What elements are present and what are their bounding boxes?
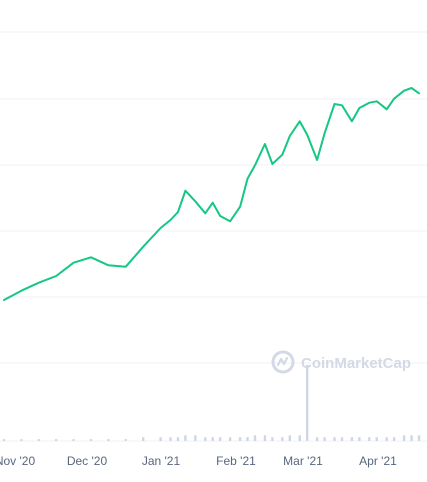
volume-bar [417, 435, 421, 441]
volume-bar [298, 435, 301, 441]
volume-bar [159, 437, 162, 441]
volume-bar [323, 437, 326, 441]
volume-bar [333, 437, 336, 441]
volume-bar [253, 435, 257, 441]
x-tick-label: Apr '21 [359, 454, 397, 468]
volume-bar [72, 439, 75, 441]
volume-bar [263, 435, 267, 441]
volume-bar [281, 437, 284, 441]
volume-bar [246, 437, 249, 441]
volume-bar [89, 439, 93, 441]
volume-bar [271, 437, 274, 441]
volume-bar [315, 437, 319, 441]
x-axis: Nov '20 Dec '20 Jan '21 Feb '21 Mar '21 Apr '… [0, 454, 397, 468]
volume-bar [194, 435, 197, 441]
x-tick-label: Nov '20 [0, 454, 35, 468]
volume-bar [228, 437, 232, 441]
volume-bar [385, 437, 388, 441]
grid [0, 31, 427, 442]
price-line-group [3, 87, 420, 301]
volume-bar [340, 437, 344, 441]
volume-bar [37, 439, 40, 441]
volume-bar [169, 437, 172, 441]
volume-bar [358, 437, 361, 441]
volume-bar [211, 437, 214, 441]
volume-bar [238, 437, 242, 441]
volume-bar [288, 435, 291, 441]
volume-bar [20, 439, 23, 441]
volume-bar [107, 439, 110, 441]
volume-bar [350, 437, 354, 441]
watermark: CoinMarketCap [271, 350, 411, 374]
volume-bar [2, 439, 6, 441]
volume-bar [375, 437, 378, 441]
volume-bar [368, 437, 371, 441]
watermark-text: CoinMarketCap [301, 355, 411, 372]
volume-bar [410, 435, 413, 441]
volume-bars [2, 365, 421, 441]
coinmarketcap-logo-icon [271, 350, 295, 374]
volume-bar [218, 437, 222, 441]
volume-bar [402, 435, 406, 441]
volume-bar [124, 439, 127, 441]
volume-bar [184, 435, 187, 441]
x-tick-label: Dec '20 [67, 454, 108, 468]
volume-bar [54, 439, 58, 441]
price-line [3, 87, 420, 301]
volume-bar [204, 437, 207, 441]
volume-bar [392, 437, 396, 441]
x-tick-label: Feb '21 [216, 454, 256, 468]
volume-bar [141, 437, 145, 441]
volume-bar [176, 437, 180, 441]
x-tick-label: Mar '21 [283, 454, 323, 468]
x-tick-label: Jan '21 [142, 454, 181, 468]
volume-bar [305, 365, 309, 441]
